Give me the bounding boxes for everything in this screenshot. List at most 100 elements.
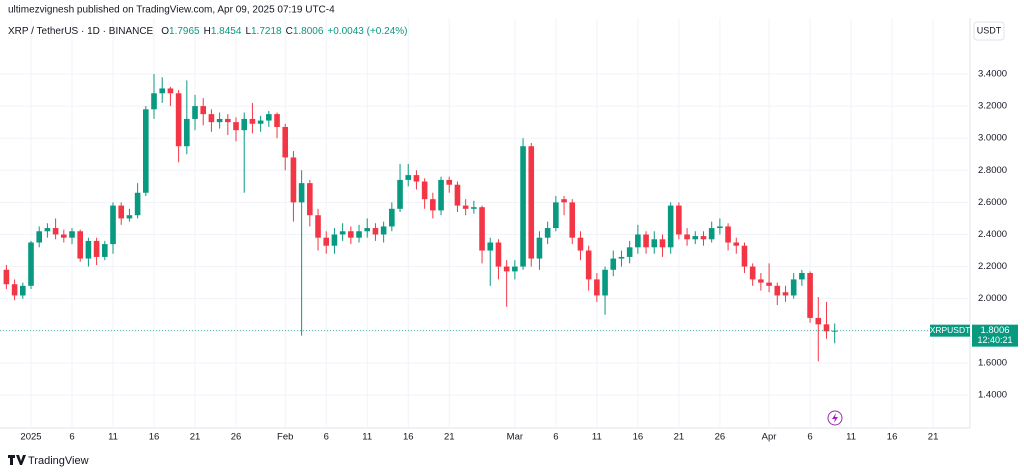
x-tick-label: 26 [715, 432, 726, 443]
brand-name: TradingView [28, 455, 89, 467]
x-tick-label: 16 [403, 432, 414, 443]
x-tick-label: 16 [149, 432, 160, 443]
candle-body [823, 324, 830, 332]
candle-body [364, 228, 371, 232]
event-bolt [832, 413, 838, 423]
ohlc-prefix: H [204, 26, 211, 37]
candle-body [479, 207, 485, 251]
x-tick-label: 21 [444, 432, 455, 443]
candle-body [749, 266, 756, 280]
y-tick-label: 2.0000 [978, 293, 1007, 304]
candle-body [667, 205, 674, 248]
candle-body [323, 237, 330, 246]
candle-body [44, 228, 51, 232]
candle-body [159, 88, 166, 94]
candle-body [11, 284, 18, 296]
x-tick-label: 11 [108, 432, 118, 443]
candle-body [233, 122, 239, 131]
candle-body [503, 266, 510, 272]
candle-body [577, 237, 584, 251]
x-tick-label: 11 [362, 432, 372, 443]
x-tick-label: Mar [507, 432, 523, 443]
candle-body [512, 266, 518, 272]
x-tick-label: 6 [553, 432, 558, 443]
candle-body [782, 292, 789, 296]
currency-label[interactable]: USDT [977, 25, 1002, 35]
symbol-line: XRP / TetherUS · 1D · BINANCE O1.7965 H1.8… [8, 26, 407, 37]
ohlc-value: 1.8006 [293, 26, 324, 37]
candle-body [315, 215, 321, 238]
candle-body [69, 231, 75, 238]
candle-body [446, 179, 453, 185]
candle-body [807, 272, 813, 318]
candle-body [618, 256, 625, 259]
published-line: ultimezvignesh published on TradingView.… [8, 5, 335, 16]
candle-body [167, 88, 174, 94]
symbol-tag: XRPUSDT [930, 325, 971, 335]
candle-body [799, 272, 805, 280]
candle-body [430, 199, 436, 211]
x-tick-label: 11 [592, 432, 602, 443]
candle-body [520, 146, 526, 267]
ohlc-value: 1.8454 [211, 26, 242, 37]
candle-body [684, 234, 690, 240]
candle-body [766, 282, 772, 286]
x-tick-label: 6 [807, 432, 812, 443]
candle-body [692, 236, 699, 240]
candle-body [356, 231, 362, 238]
candle-body [602, 269, 608, 296]
candle-body [241, 118, 248, 131]
candle-body [389, 208, 395, 227]
candle-body [815, 317, 822, 325]
candle-body [110, 205, 116, 245]
candle-body [192, 106, 198, 119]
candle-body [708, 228, 715, 240]
candle-body [397, 179, 403, 209]
candle-body [676, 205, 682, 235]
candle-body [462, 205, 469, 209]
candle-body [594, 279, 600, 296]
candle-body [372, 228, 379, 235]
candle-body [348, 231, 354, 238]
candle-body [405, 175, 412, 180]
candle-body [635, 234, 641, 248]
y-tick-label: 3.2000 [978, 101, 1007, 112]
candle-body [102, 244, 108, 257]
candle-body [700, 236, 707, 240]
candle-body [421, 181, 428, 200]
candle-body [331, 234, 338, 246]
candle-body [126, 215, 133, 219]
x-tick-label: 26 [231, 432, 242, 443]
y-tick-label: 2.4000 [978, 229, 1007, 240]
currency-box[interactable] [973, 21, 1005, 41]
candle-body [19, 285, 26, 296]
candle-body [717, 226, 723, 229]
candle-body [175, 93, 182, 147]
candle-body [134, 192, 141, 216]
y-tick-label: 2.6000 [978, 197, 1007, 208]
y-tick-label: 3.0000 [978, 133, 1007, 144]
candle-body [28, 242, 34, 286]
candle-body [257, 120, 264, 124]
ohlc-prefix: C [286, 26, 293, 37]
candle-body [380, 226, 387, 235]
candle-body [184, 118, 190, 147]
candle-body [487, 242, 494, 251]
candle-body [438, 179, 444, 211]
candle-body [61, 234, 67, 238]
candle-body [216, 118, 223, 123]
candle-body [282, 126, 289, 158]
candle-body [3, 269, 10, 285]
x-tick-label: 16 [633, 432, 644, 443]
candle-body [774, 285, 781, 296]
ohlc-prefix: O [161, 26, 169, 37]
x-tick-label: 2025 [20, 432, 41, 443]
x-tick-label: 21 [674, 432, 685, 443]
candle-body [200, 106, 207, 115]
candle-body [266, 114, 272, 121]
countdown: 12:40:21 [977, 335, 1012, 345]
candle-body [643, 234, 649, 248]
x-tick-label: 6 [324, 432, 329, 443]
candle-body [544, 228, 551, 238]
